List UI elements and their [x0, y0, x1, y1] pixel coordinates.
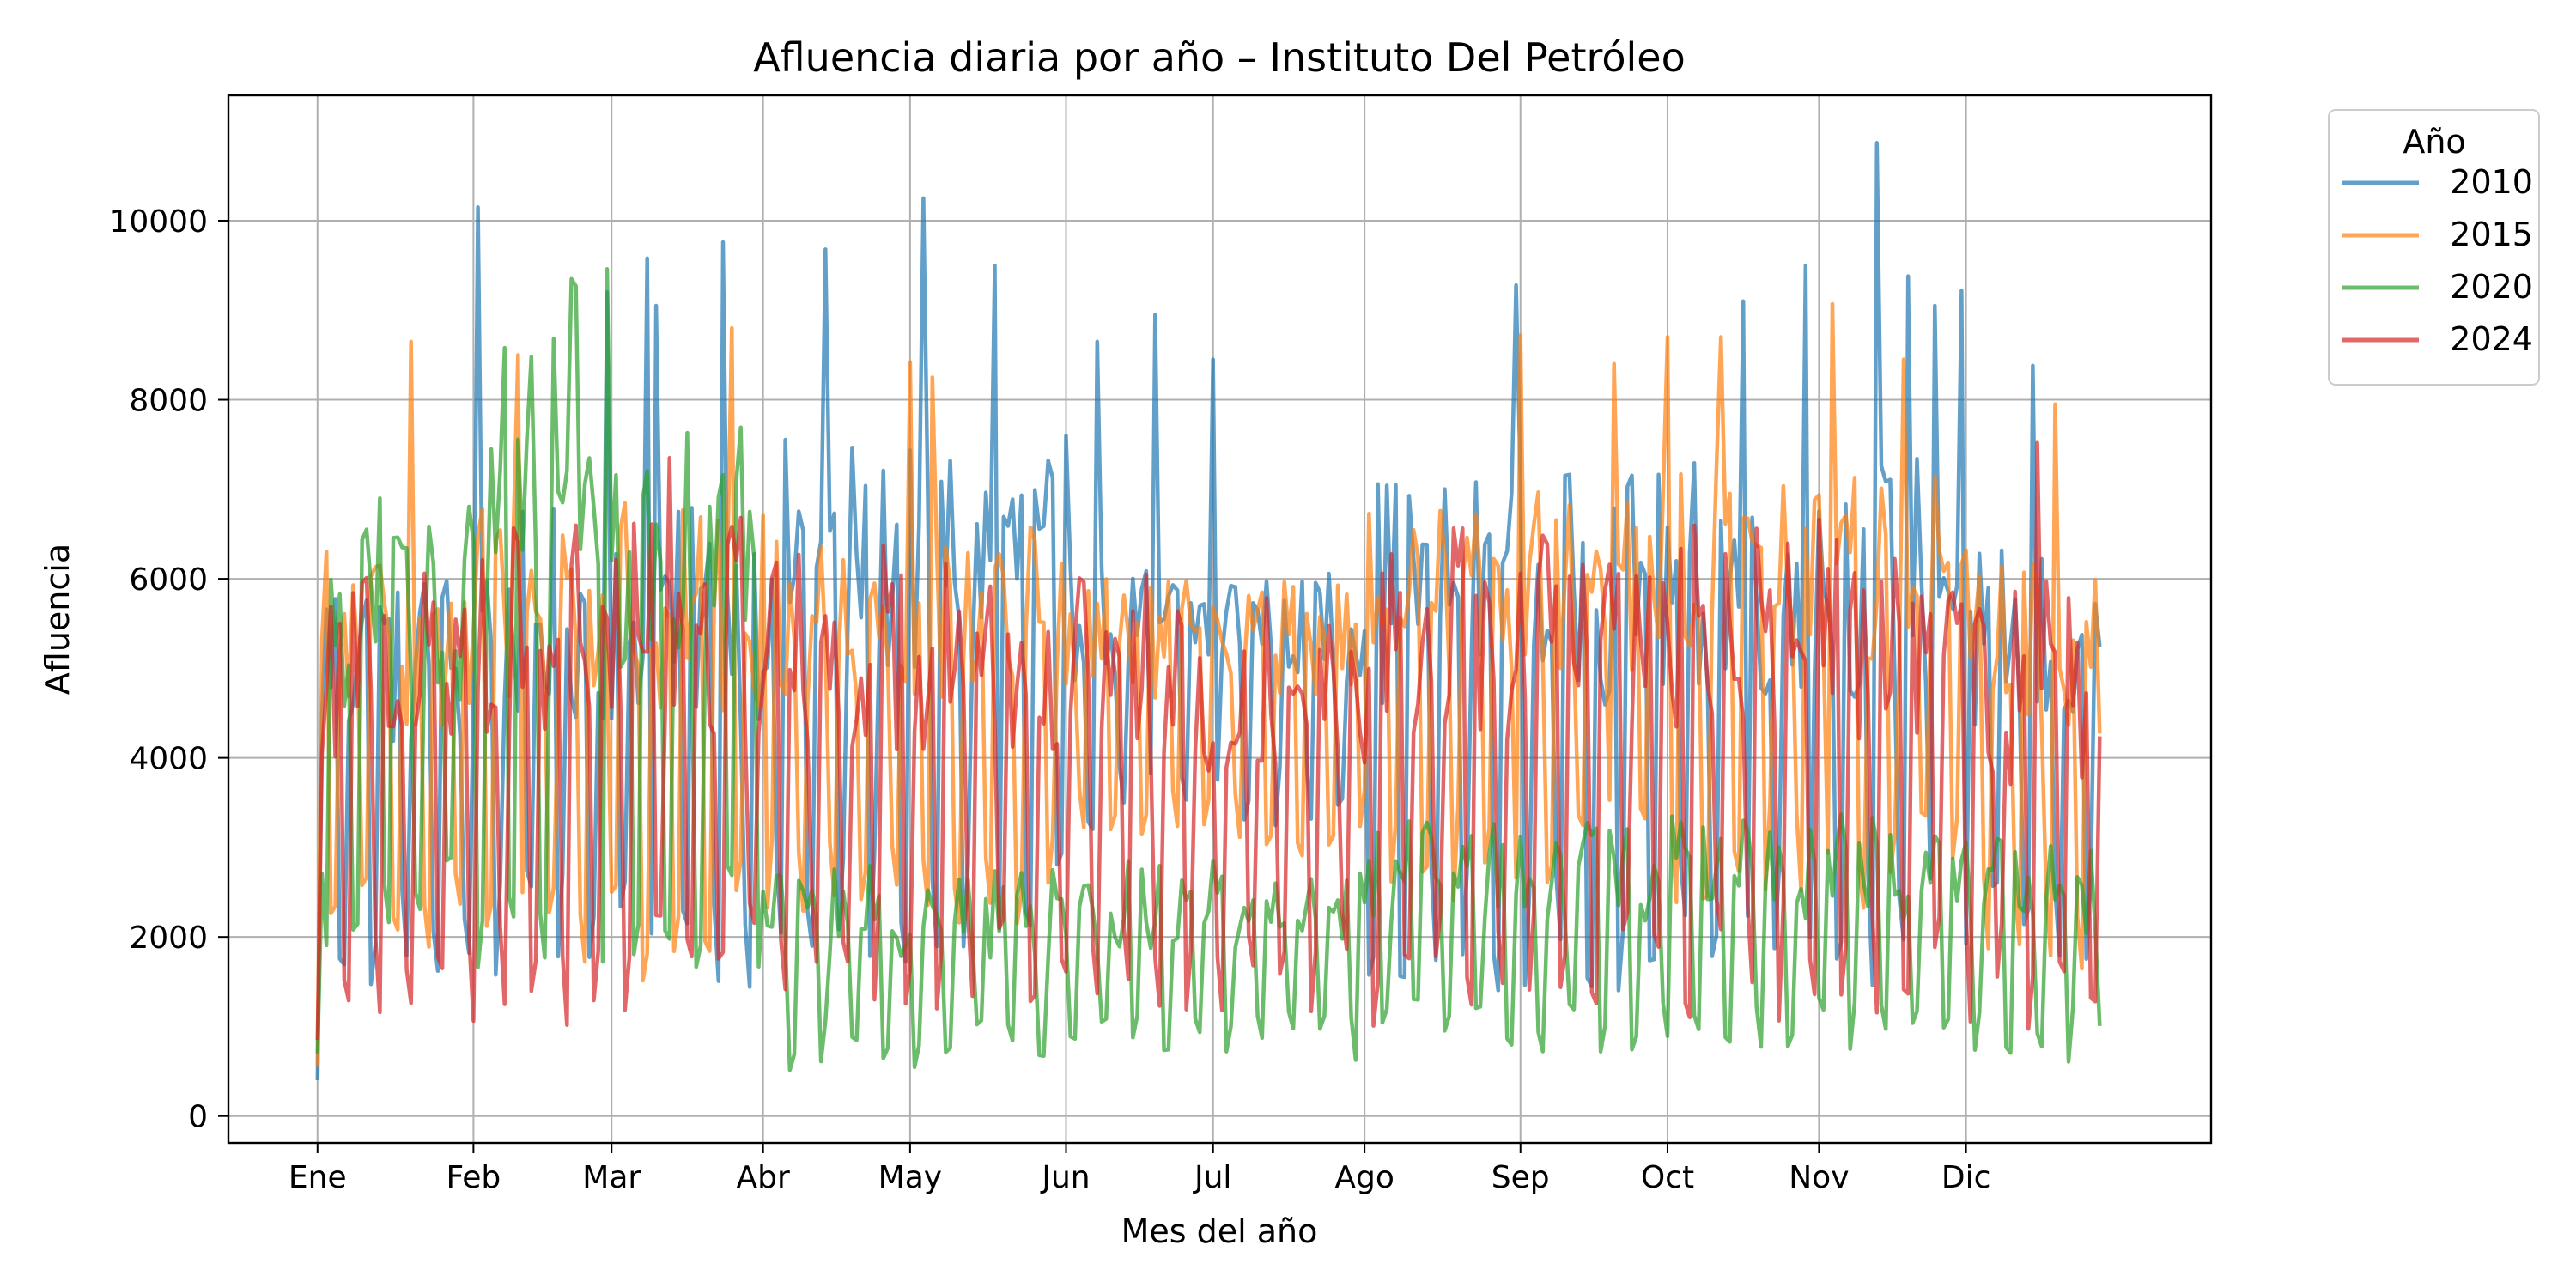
y-tick-label: 0 — [188, 1100, 208, 1135]
y-tick-label: 4000 — [129, 742, 208, 777]
x-tick-label: Oct — [1641, 1160, 1694, 1195]
x-tick-label: Ene — [289, 1160, 347, 1195]
chart-title: Afluencia diaria por año – Instituto Del… — [753, 34, 1686, 81]
legend: Año 2010 2015 2020 2024 — [2328, 109, 2540, 386]
x-tick-label: Abr — [737, 1160, 790, 1195]
x-axis-label: Mes del año — [1121, 1212, 1318, 1250]
x-tick-label: Feb — [447, 1160, 501, 1195]
legend-label-2010: 2010 — [2450, 163, 2533, 201]
y-tick-label: 8000 — [129, 384, 208, 419]
tick-layer: Ene Feb Mar Abr May Jun Jul Ago Sep Oct Nov Dic 0 200… — [109, 204, 1990, 1195]
legend-box — [2328, 109, 2540, 386]
series-line-2015 — [315, 301, 2102, 1067]
y-tick-label: 6000 — [129, 562, 208, 598]
x-tick-label: Jul — [1193, 1160, 1231, 1195]
y-tick-label: 2000 — [129, 920, 208, 956]
x-tick-label: May — [878, 1160, 942, 1195]
x-tick-label: Mar — [582, 1160, 641, 1195]
legend-label-2015: 2015 — [2450, 216, 2533, 253]
x-tick-label: Ago — [1334, 1160, 1394, 1195]
y-tick-label: 10000 — [109, 204, 208, 240]
x-tick-label: Dic — [1941, 1160, 1991, 1195]
series-line-2020 — [315, 267, 2102, 1072]
series-line-2024 — [315, 440, 2102, 1041]
legend-title: Año — [2403, 123, 2465, 161]
legend-label-2020: 2020 — [2450, 268, 2533, 306]
legend-label-2024: 2024 — [2450, 320, 2533, 358]
plot-frame — [227, 94, 2213, 1145]
x-tick-label: Sep — [1492, 1160, 1550, 1195]
series-layer — [315, 141, 2102, 1081]
x-tick-label: Jun — [1040, 1160, 1090, 1195]
x-tick-label: Nov — [1789, 1160, 1849, 1195]
y-axis-label: Afluencia — [39, 544, 76, 695]
legend-entries: 2010 2015 2020 2024 — [2342, 163, 2533, 358]
